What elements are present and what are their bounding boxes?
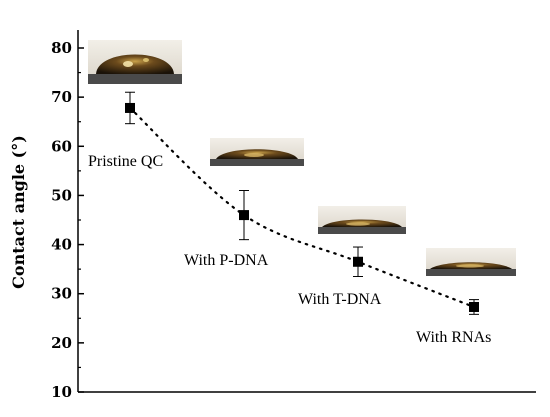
droplet-photo-pristine-qc	[88, 40, 182, 84]
y-tick-label: 80	[51, 39, 72, 57]
droplet-photo-p-dna	[210, 138, 304, 166]
y-tick-label: 20	[51, 334, 72, 352]
annotation-t-dna: With T-DNA	[298, 291, 382, 308]
y-tick-label: 70	[51, 88, 72, 106]
data-points	[125, 102, 479, 312]
annotation-pristine-qc: Pristine QC	[88, 153, 163, 170]
axes	[77, 30, 536, 393]
annotation-rnas: With RNAs	[416, 329, 491, 346]
y-tick-label: 40	[51, 236, 72, 254]
error-bars	[125, 91, 479, 315]
y-axis-ticks: 10 20 30 40 50 60 70 80	[51, 39, 84, 401]
data-point	[469, 301, 479, 312]
trend-line	[128, 106, 476, 309]
droplet-photo-t-dna	[318, 206, 406, 234]
data-point	[353, 256, 363, 267]
y-axis-title: Contact angle (°)	[9, 135, 28, 289]
y-tick-label: 30	[51, 285, 72, 303]
data-point	[125, 102, 135, 113]
annotation-p-dna: With P-DNA	[184, 252, 269, 269]
data-point	[239, 210, 249, 221]
droplet-photo-rnas	[426, 248, 516, 276]
y-tick-label: 50	[51, 186, 72, 204]
y-tick-label: 10	[51, 383, 72, 401]
y-tick-label: 60	[51, 137, 72, 155]
